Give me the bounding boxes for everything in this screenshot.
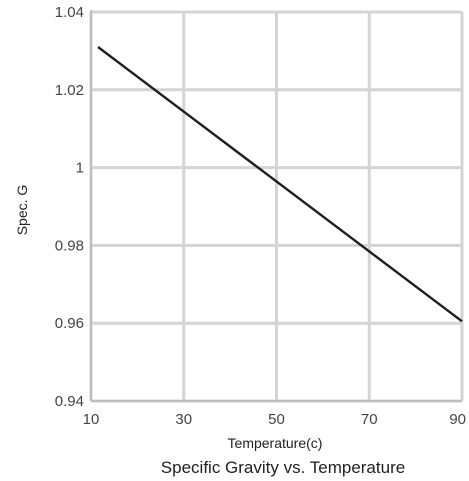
x-tick-label: 50 — [268, 411, 285, 428]
y-tick-label: 0.96 — [55, 315, 84, 332]
x-tick-label: 30 — [175, 411, 192, 428]
y-tick-labels: 0.94 0.96 0.98 1 1.02 1.04 — [55, 4, 84, 410]
x-axis-label: Temperature(c) — [228, 435, 323, 451]
y-tick-label: 0.94 — [55, 393, 84, 410]
x-tick-label: 70 — [361, 411, 378, 428]
grid — [89, 10, 464, 403]
y-tick-label: 0.98 — [55, 237, 84, 254]
chart-title: Specific Gravity vs. Temperature — [161, 458, 405, 477]
y-tick-label: 1.04 — [55, 4, 84, 21]
y-axis-label: Spec. G — [14, 185, 30, 236]
series-layer — [97, 46, 463, 323]
y-tick-label: 1 — [76, 160, 84, 177]
axes — [90, 10, 462, 402]
x-tick-label: 90 — [449, 411, 466, 428]
y-tick-label: 1.02 — [55, 82, 84, 99]
x-tick-label: 10 — [83, 411, 100, 428]
x-tick-labels: 10 30 50 70 90 — [83, 411, 466, 428]
series-line — [97, 46, 463, 323]
